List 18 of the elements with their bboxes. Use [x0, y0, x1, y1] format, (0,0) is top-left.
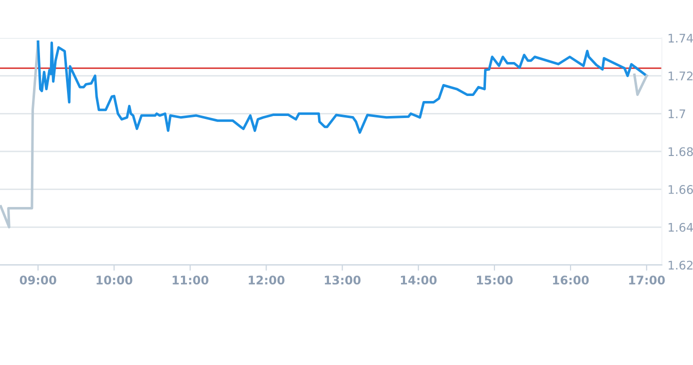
y-tick-label: 1.74	[668, 34, 693, 42]
x-tick-label: 15:00	[477, 276, 513, 285]
x-tick-label: 09:00	[20, 276, 56, 285]
x-tick-label: 13:00	[324, 276, 361, 285]
line-series	[36, 40, 648, 134]
x-tick-label: 14:00	[400, 276, 437, 285]
x-tick-label: 17:00	[629, 276, 665, 285]
line-series	[0, 40, 40, 228]
x-tick-label: 12:00	[248, 276, 284, 285]
y-tick-label: 1.68	[668, 147, 693, 156]
y-tick-label: 1.62	[668, 260, 692, 270]
x-tick-label: 11:00	[172, 276, 208, 285]
y-tick-label: 1.64	[668, 222, 693, 232]
x-tick-label: 16:00	[553, 276, 589, 285]
x-tick-label: 10:00	[96, 276, 132, 285]
y-tick-label: 1.72	[668, 72, 692, 80]
y-tick-label: 1.66	[668, 185, 693, 194]
y-tick-label: 1.7	[668, 110, 686, 118]
